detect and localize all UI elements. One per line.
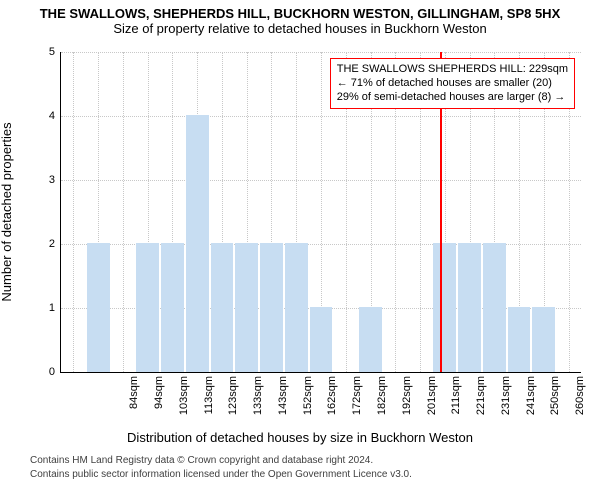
x-tick-label: 84sqm: [128, 372, 140, 430]
x-tick-label: 201sqm: [426, 372, 438, 430]
histogram-bar: [359, 307, 382, 372]
histogram-bar: [186, 115, 209, 372]
histogram-bar: [136, 243, 159, 372]
gridline-vertical: [73, 52, 74, 372]
y-tick-label: 1: [49, 302, 61, 314]
footer-line1: Contains HM Land Registry data © Crown c…: [30, 454, 600, 468]
x-tick-label: 192sqm: [401, 372, 413, 430]
x-tick-label: 133sqm: [252, 372, 264, 430]
x-tick-label: 152sqm: [302, 372, 314, 430]
x-tick-label: 94sqm: [153, 372, 165, 430]
histogram-bar: [483, 243, 506, 372]
histogram-bar: [211, 243, 234, 372]
histogram-bar: [310, 307, 333, 372]
x-tick-label: 123sqm: [227, 372, 239, 430]
footer-attribution: Contains HM Land Registry data © Crown c…: [0, 454, 600, 481]
annotation-line: 29% of semi-detached houses are larger (…: [337, 91, 568, 105]
histogram-bar: [235, 243, 258, 372]
histogram-bar: [508, 307, 531, 372]
y-tick-label: 2: [49, 238, 61, 250]
histogram-bar: [161, 243, 184, 372]
annotation-box: THE SWALLOWS SHEPHERDS HILL: 229sqm← 71%…: [330, 58, 575, 109]
x-tick-label: 211sqm: [450, 372, 462, 430]
x-tick-label: 182sqm: [376, 372, 388, 430]
x-tick-label: 241sqm: [525, 372, 537, 430]
y-axis-label: Number of detached properties: [0, 122, 14, 301]
annotation-line: ← 71% of detached houses are smaller (20…: [337, 77, 568, 91]
chart-container: THE SWALLOWS, SHEPHERDS HILL, BUCKHORN W…: [0, 0, 600, 500]
x-tick-label: 250sqm: [549, 372, 561, 430]
x-axis-label: Distribution of detached houses by size …: [0, 430, 600, 445]
x-tick-label: 172sqm: [351, 372, 363, 430]
x-tick-label: 103sqm: [178, 372, 190, 430]
histogram-bar: [260, 243, 283, 372]
histogram-bar: [532, 307, 555, 372]
x-tick-label: 162sqm: [326, 372, 338, 430]
x-tick-label: 221sqm: [475, 372, 487, 430]
footer-line2: Contains public sector information licen…: [30, 468, 600, 482]
chart-title-line2: Size of property relative to detached ho…: [0, 21, 600, 36]
histogram-bar: [285, 243, 308, 372]
histogram-bar: [458, 243, 481, 372]
x-tick-label: 260sqm: [574, 372, 586, 430]
plot-area: 01234584sqm94sqm103sqm113sqm123sqm133sqm…: [60, 52, 581, 373]
y-tick-label: 4: [49, 110, 61, 122]
gridline-vertical: [123, 52, 124, 372]
annotation-line: THE SWALLOWS SHEPHERDS HILL: 229sqm: [337, 63, 568, 77]
y-tick-label: 5: [49, 46, 61, 58]
histogram-bar: [433, 243, 456, 372]
y-tick-label: 3: [49, 174, 61, 186]
x-tick-label: 231sqm: [500, 372, 512, 430]
histogram-bar: [87, 243, 110, 372]
x-tick-label: 143sqm: [277, 372, 289, 430]
chart-title-line1: THE SWALLOWS, SHEPHERDS HILL, BUCKHORN W…: [0, 0, 600, 21]
x-tick-label: 113sqm: [203, 372, 215, 430]
y-tick-label: 0: [49, 366, 61, 378]
